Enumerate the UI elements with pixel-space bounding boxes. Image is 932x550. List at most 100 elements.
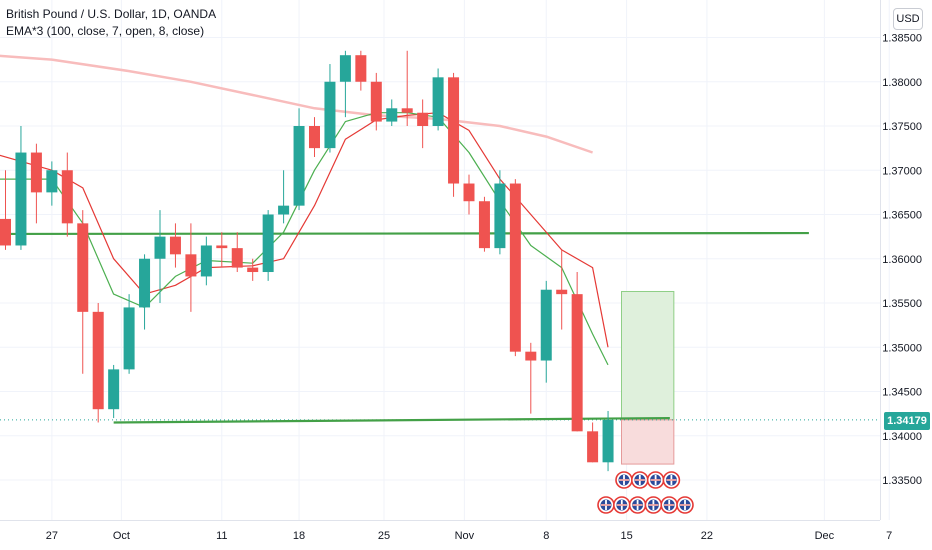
event-flag-icon[interactable]: [612, 496, 631, 514]
price-tick-label: 1.33500: [882, 475, 922, 487]
candle-body: [216, 245, 228, 249]
candle: [61, 152, 73, 237]
indicator-label[interactable]: EMA*3 (100, close, 7, open, 8, close): [6, 24, 205, 38]
candle-body: [92, 311, 104, 410]
event-flag-icon[interactable]: [615, 471, 633, 489]
candle: [108, 364, 120, 419]
event-flag-icon[interactable]: [628, 496, 647, 514]
time-tick-label: 11: [216, 530, 227, 542]
candle-body: [46, 170, 58, 193]
event-flag-icon[interactable]: [646, 471, 665, 489]
axes: 1.33500 1.34000 1.34500 1.35000 1.35500 1.360…: [0, 0, 922, 542]
candle: [370, 72, 382, 131]
time-tick-label: 15: [620, 530, 632, 542]
candle-body: [0, 218, 11, 246]
candle-body: [571, 294, 583, 432]
candle-body: [339, 55, 351, 82]
price-tick-label: 1.38500: [882, 33, 922, 45]
candle-body: [540, 289, 552, 361]
price-tick-label: 1.34000: [882, 431, 922, 443]
candle: [556, 249, 568, 330]
candle-body: [355, 55, 367, 82]
candle-body: [169, 236, 181, 255]
candle-body: [463, 183, 475, 202]
candle: [30, 143, 42, 224]
economic-events[interactable]: [597, 471, 694, 514]
candle: [324, 64, 336, 153]
event-flag-icon[interactable]: [597, 496, 615, 514]
symbol-title[interactable]: British Pound / U.S. Dollar, 1D, OANDA: [6, 7, 217, 21]
price-tick-label: 1.36000: [882, 254, 922, 266]
candle: [571, 272, 583, 432]
candle-body: [401, 108, 413, 113]
candle: [247, 258, 259, 281]
target-zone: [621, 290, 675, 421]
candle: [77, 210, 89, 374]
candle-body: [494, 183, 506, 249]
time-tick-label: Nov: [455, 530, 475, 542]
candle: [432, 68, 444, 131]
candle-body: [448, 77, 460, 184]
chart-legend: British Pound / U.S. Dollar, 1D, OANDA E…: [6, 6, 216, 40]
candle: [278, 170, 290, 224]
candle-body: [324, 81, 336, 149]
time-tick-label: Dec: [815, 530, 835, 542]
ema-long-line: [0, 54, 594, 154]
candle-body: [262, 214, 274, 273]
candle: [339, 50, 351, 118]
last-price-label: 1.34179: [884, 412, 930, 430]
candle-body: [30, 152, 42, 193]
candle: [602, 410, 614, 472]
event-flag-icon[interactable]: [660, 496, 679, 514]
candle: [46, 161, 58, 206]
candle-body: [61, 170, 73, 224]
candle-body: [108, 369, 120, 410]
candle: [262, 210, 274, 281]
candle-body: [386, 108, 398, 122]
candle-body: [525, 351, 537, 361]
candle-body: [478, 201, 490, 249]
trendline: [113, 416, 670, 424]
candle-body: [309, 126, 320, 149]
candle-body: [77, 223, 89, 312]
candle: [293, 108, 305, 211]
event-flag-icon[interactable]: [644, 496, 663, 514]
event-flag-icon[interactable]: [662, 471, 681, 489]
candle: [587, 422, 599, 463]
candle: [401, 50, 413, 126]
candle: [386, 99, 398, 126]
candle-body: [123, 307, 135, 370]
candle-body: [200, 245, 212, 277]
candle-body: [602, 419, 614, 463]
candle-body: [587, 431, 599, 463]
currency-button[interactable]: USD: [893, 8, 923, 30]
time-tick-label: 22: [701, 530, 713, 542]
candle-body: [509, 183, 521, 352]
time-tick-label: 27: [46, 530, 58, 542]
time-tick-label: Oct: [113, 530, 130, 542]
candle-body: [556, 289, 568, 295]
stop-zone: [621, 419, 675, 465]
time-tick-label: 18: [293, 530, 305, 542]
candle-body: [185, 254, 197, 277]
candle: [231, 232, 243, 273]
candle: [123, 294, 135, 374]
candle: [92, 303, 104, 423]
candle: [463, 174, 475, 215]
event-flag-icon[interactable]: [676, 496, 694, 514]
candles: [0, 50, 614, 472]
candle: [525, 342, 537, 414]
time-tick-label: 8: [543, 530, 549, 542]
candle: [509, 179, 521, 357]
ema-slow-line: [0, 112, 609, 348]
candle-body: [432, 77, 444, 126]
event-flag-icon[interactable]: [630, 471, 649, 489]
candle-body: [370, 81, 382, 122]
price-tick-label: 1.35500: [882, 298, 922, 310]
candle: [448, 72, 460, 197]
time-tick-label: 25: [378, 530, 390, 542]
price-tick-label: 1.35000: [882, 342, 922, 354]
candle: [154, 210, 166, 303]
price-tick-label: 1.38000: [882, 77, 922, 89]
